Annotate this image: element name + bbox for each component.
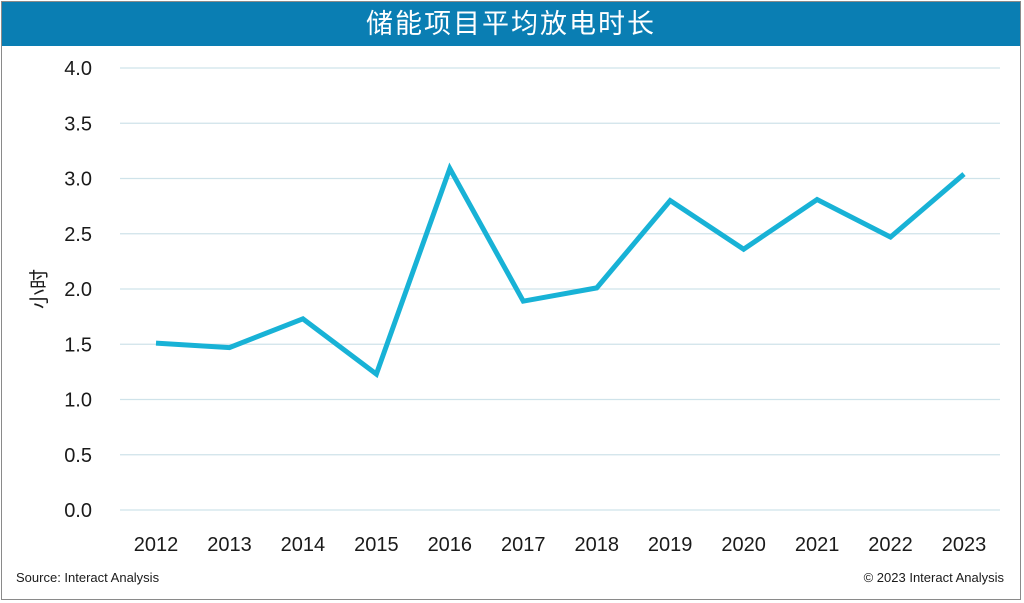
x-tick-label: 2020 (721, 534, 766, 556)
y-tick-label: 2.5 (64, 224, 92, 246)
source-note: Source: Interact Analysis (16, 570, 160, 585)
x-tick-label: 2014 (281, 534, 326, 556)
x-tick-label: 2017 (501, 534, 546, 556)
y-tick-label: 0.0 (64, 500, 92, 522)
y-tick-label: 3.5 (64, 113, 92, 135)
x-tick-label: 2016 (428, 534, 473, 556)
copyright-note: © 2023 Interact Analysis (863, 570, 1004, 585)
y-tick-label: 3.0 (64, 169, 92, 191)
x-tick-label: 2023 (942, 534, 987, 556)
series-line (155, 162, 966, 379)
grid-lines (120, 67, 1000, 511)
x-axis-ticks: 2012 2013 2014 2015 2016 2017 2018 2019 2020 2021… (134, 534, 987, 556)
x-tick-label: 2015 (354, 534, 399, 556)
x-tick-label: 2012 (134, 534, 179, 556)
y-tick-label: 4.0 (64, 58, 92, 80)
series-line-group (155, 162, 966, 379)
y-tick-label: 2.0 (64, 279, 92, 301)
x-tick-label: 2021 (795, 534, 840, 556)
x-tick-label: 2018 (574, 534, 619, 556)
chart-title: 储能项目平均放电时长 (2, 2, 1020, 46)
y-tick-label: 1.5 (64, 334, 92, 356)
x-tick-label: 2019 (648, 534, 693, 556)
y-axis-label: 小时 (27, 269, 51, 309)
x-tick-label: 2022 (868, 534, 913, 556)
y-tick-label: 0.5 (64, 445, 92, 467)
y-axis-ticks: 0.0 0.5 1.0 1.5 2.0 2.5 3.0 3.5 4.0 (64, 58, 92, 522)
x-tick-label: 2013 (207, 534, 252, 556)
y-tick-label: 1.0 (64, 390, 92, 412)
